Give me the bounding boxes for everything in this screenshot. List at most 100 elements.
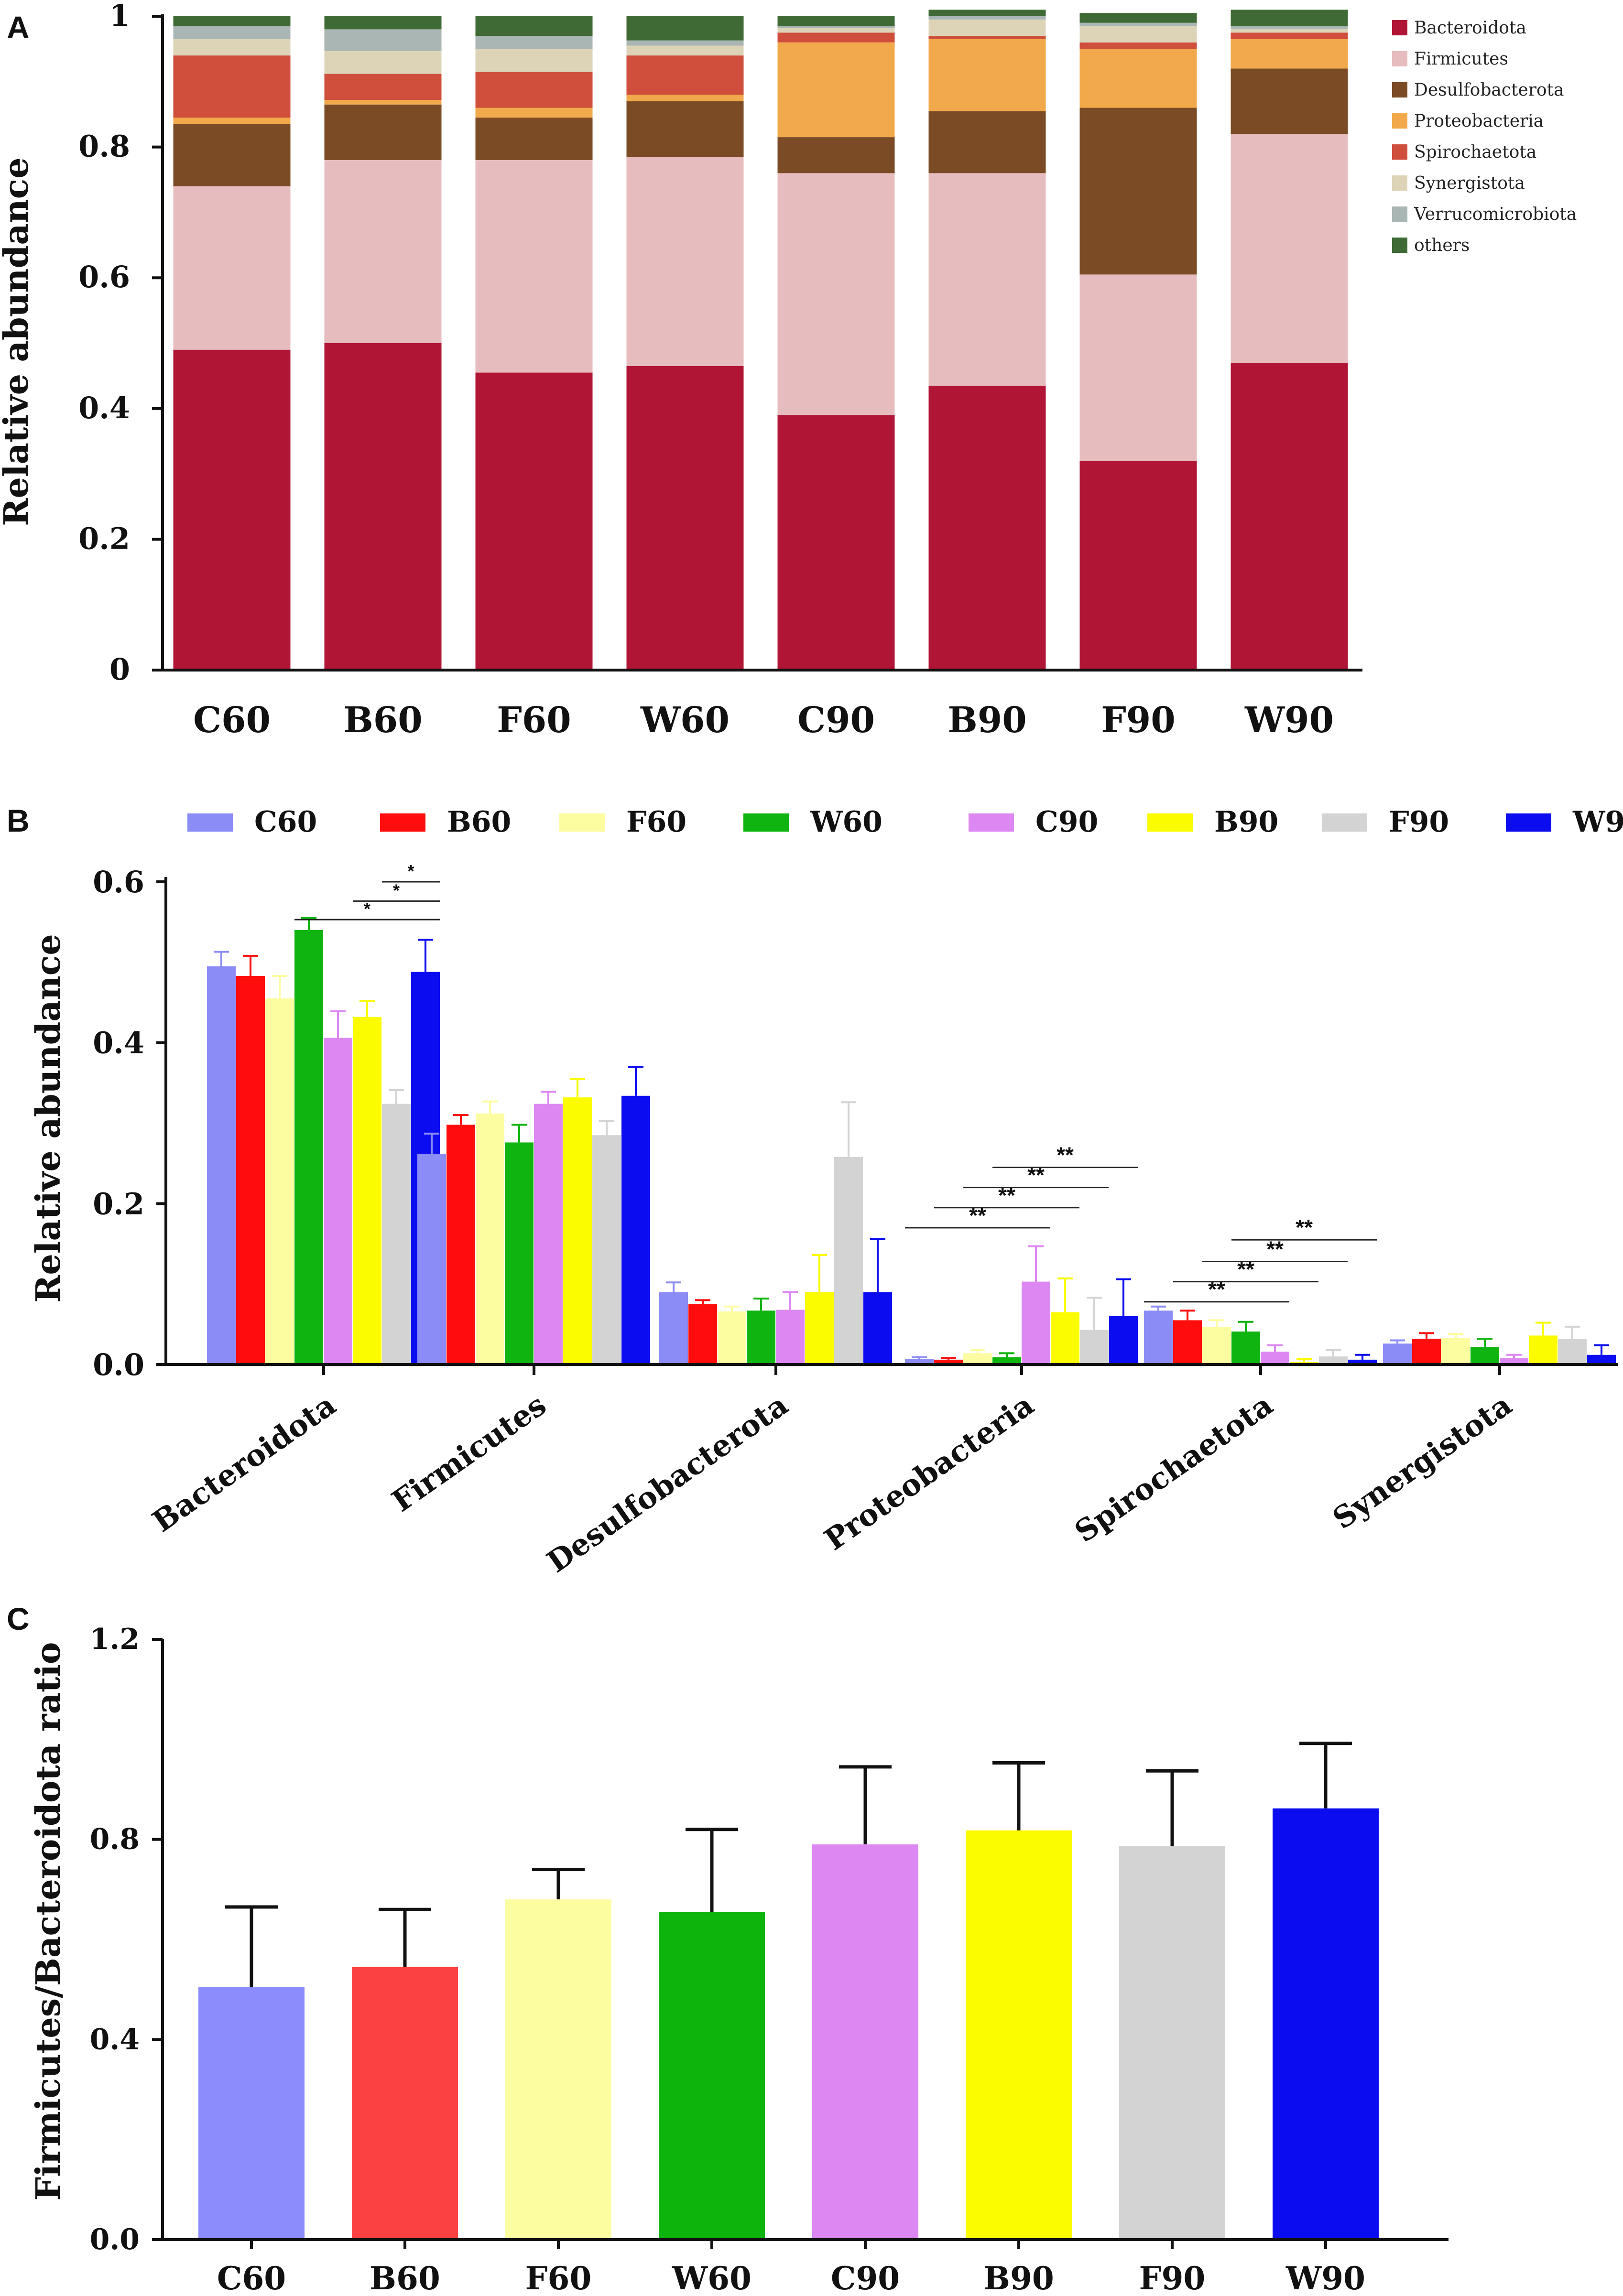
panel-a-bar-c60-others — [173, 16, 291, 26]
panel-b-legend-label-w90: W90 — [1572, 805, 1623, 839]
panel-c-x-label-c60: C60 — [217, 2260, 286, 2296]
panel-c-x-label-f90: F90 — [1139, 2260, 1206, 2296]
panel-b-bar-proteobacteria-f60 — [963, 1353, 992, 1365]
panel-a-x-label-c60: C60 — [193, 700, 271, 741]
panel-b-significance-label: * — [407, 861, 414, 881]
panel-a-bar-c60-firmicutes — [173, 186, 291, 350]
panel-b-legend-label-f90: F90 — [1389, 805, 1449, 839]
panel-b-bar-synergistota-b60 — [1412, 1339, 1441, 1365]
panel-a-legend-label-desulfobacterota: Desulfobacterota — [1414, 80, 1564, 100]
panel-b-bar-proteobacteria-w90 — [1109, 1316, 1138, 1365]
panel-a-legend-swatch-bacteroidota — [1392, 20, 1407, 35]
panel-c-bar-f60 — [505, 1899, 611, 2240]
panel-b-legend-swatch-b90 — [1147, 813, 1193, 832]
panel-a-bar-w90-firmicutes — [1231, 134, 1348, 363]
panel-b-legend-swatch-f90 — [1322, 813, 1367, 832]
panel-b-bar-desulfobacterota-b60 — [688, 1304, 717, 1365]
panel-c-x-label-w90: W90 — [1285, 2260, 1365, 2296]
panel-a-legend-label-firmicutes: Firmicutes — [1414, 49, 1508, 69]
panel-b-bar-firmicutes-f90 — [592, 1135, 621, 1365]
panel-a-legend-label-verrucomicrobiota: Verrucomicrobiota — [1414, 205, 1577, 224]
panel-a-bar-f90-verrucomicrobiota — [1079, 22, 1197, 26]
panel-b-bar-proteobacteria-b60 — [934, 1359, 963, 1365]
panel-c-y-tick-label: 0.4 — [90, 2023, 140, 2056]
panel-b-bar-synergistota-f90 — [1558, 1339, 1587, 1365]
panel-b-legend-label-c90: C90 — [1035, 805, 1098, 839]
panel-a-x-label-b60: B60 — [343, 700, 423, 741]
panel-b-bar-spirochaetota-f60 — [1202, 1326, 1231, 1365]
panel-a-bar-f90-desulfobacterota — [1079, 108, 1197, 275]
panel-b-y-tick-label: 0.2 — [93, 1186, 144, 1221]
panel-a-legend-swatch-desulfobacterota — [1392, 82, 1407, 97]
panel-a-bar-c60-synergistota — [173, 39, 291, 56]
panel-a-bar-b60-synergistota — [324, 51, 442, 74]
panel-a-letter: A — [7, 10, 30, 45]
panel-b-bar-bacteroidota-b90 — [353, 1017, 381, 1365]
panel-c-bar-b90 — [966, 1830, 1072, 2240]
panel-b-legend-swatch-c90 — [969, 813, 1014, 832]
panel-b-bar-bacteroidota-b60 — [236, 975, 265, 1365]
panel-a-x-labels: C60 B60 F60 W60 C90 B90 F90 W90 — [193, 700, 1334, 741]
panel-b-bar-synergistota-f60 — [1441, 1338, 1470, 1365]
panel-c-x-labels: C60 B60 F60 W60 C90 B90 F90 W90 — [217, 2240, 1365, 2296]
panel-a-bar-w90-proteobacteria — [1231, 39, 1348, 69]
panel-b-bar-proteobacteria-c60 — [905, 1359, 934, 1365]
panel-c-x-label-b90: B90 — [983, 2260, 1054, 2296]
panel-b-bar-spirochaetota-w60 — [1231, 1331, 1260, 1365]
panel-b-significance-label: ** — [998, 1183, 1015, 1208]
panel-b-x-label-spirochaetota: Spirochaetota — [1068, 1387, 1279, 1549]
panel-a-bar-f90-bacteroidota — [1079, 461, 1197, 670]
panel-b-legend-label-b60: B60 — [447, 805, 511, 839]
panel-b-bar-bacteroidota-c60 — [207, 966, 236, 1365]
panel-a-bar-w90-bacteroidota — [1231, 363, 1348, 670]
panel-b-bar-synergistota-c60 — [1383, 1343, 1412, 1365]
panel-a-y-tick-label: 0.2 — [78, 521, 130, 556]
panel-b-bar-synergistota-b90 — [1529, 1335, 1558, 1365]
panel-a-y-tick-label: 0.4 — [78, 390, 130, 425]
panel-a-bar-w60-desulfobacterota — [626, 101, 744, 157]
panel-a: A Relative abundance 0 0.2 0.4 0.6 0.8 1 C60 B… — [0, 0, 1577, 741]
panel-b-bar-spirochaetota-w90 — [1348, 1359, 1377, 1365]
panel-c-y-ticks: 0.0 0.4 0.8 1.2 — [90, 1623, 163, 2256]
panel-c-bar-w60 — [659, 1912, 765, 2240]
panel-b-bar-proteobacteria-b90 — [1051, 1312, 1079, 1365]
panel-a-x-label-c90: C90 — [797, 700, 875, 741]
panel-a-y-tick-label: 0.8 — [78, 129, 130, 164]
panel-b-bar-desulfobacterota-b90 — [805, 1292, 834, 1365]
panel-a-bar-b60-spirochaetota — [324, 74, 442, 100]
panel-c-x-label-f60: F60 — [525, 2260, 592, 2296]
panel-a-bar-w90-spirochaetota — [1231, 32, 1348, 39]
panel-a-bar-f60-synergistota — [475, 49, 593, 72]
panel-a-bar-c60-spirochaetota — [173, 55, 291, 118]
panel-a-y-tick-label: 1 — [109, 0, 130, 33]
panel-a-bar-w90-synergistota — [1231, 28, 1348, 33]
panel-a-bar-w90-verrucomicrobiota — [1231, 26, 1348, 29]
panel-b-x-label-desulfobacterota: Desulfobacterota — [541, 1387, 795, 1579]
panel-b-legend-label-w60: W60 — [810, 805, 882, 839]
panel-a-bar-w60-bacteroidota — [626, 366, 744, 670]
panel-a-legend-label-proteobacteria: Proteobacteria — [1414, 111, 1544, 131]
panel-a-bar-f60-bacteroidota — [475, 372, 593, 670]
panel-a-legend-swatch-synergistota — [1392, 175, 1407, 191]
panel-c: C Firmicutes/Bacteroidota ratio 0.00.40.… — [7, 1601, 1449, 2296]
panel-a-bar-b90-desulfobacterota — [928, 111, 1046, 173]
panel-a-legend-label-synergistota: Synergistota — [1414, 173, 1525, 193]
panel-b-significance-label: ** — [1237, 1257, 1254, 1282]
panel-b-x-label-bacteroidota: Bacteroidota — [146, 1387, 342, 1539]
panel-a-bar-f60-desulfobacterota — [475, 118, 593, 160]
panel-a-bar-c90-spirochaetota — [777, 32, 895, 43]
panel-b-bar-spirochaetota-b60 — [1173, 1320, 1202, 1365]
panel-b-y-tick-label: 0.4 — [93, 1026, 144, 1061]
panel-b-bar-spirochaetota-f90 — [1319, 1356, 1348, 1365]
panel-a-bar-b90-others — [928, 10, 1046, 16]
panel-c-bar-f90 — [1119, 1846, 1225, 2240]
panel-a-legend-swatch-verrucomicrobiota — [1392, 206, 1407, 222]
panel-a-bar-f90-proteobacteria — [1079, 49, 1197, 108]
panel-c-letter: C — [7, 1601, 30, 1636]
panel-a-legend-label-bacteroidota: Bacteroidota — [1414, 18, 1526, 38]
panel-a-y-tick-label: 0.6 — [78, 260, 130, 294]
panel-b-bar-firmicutes-w60 — [505, 1142, 534, 1365]
panel-c-bar-b60 — [352, 1967, 458, 2240]
panel-b-significance-label: * — [393, 880, 400, 900]
